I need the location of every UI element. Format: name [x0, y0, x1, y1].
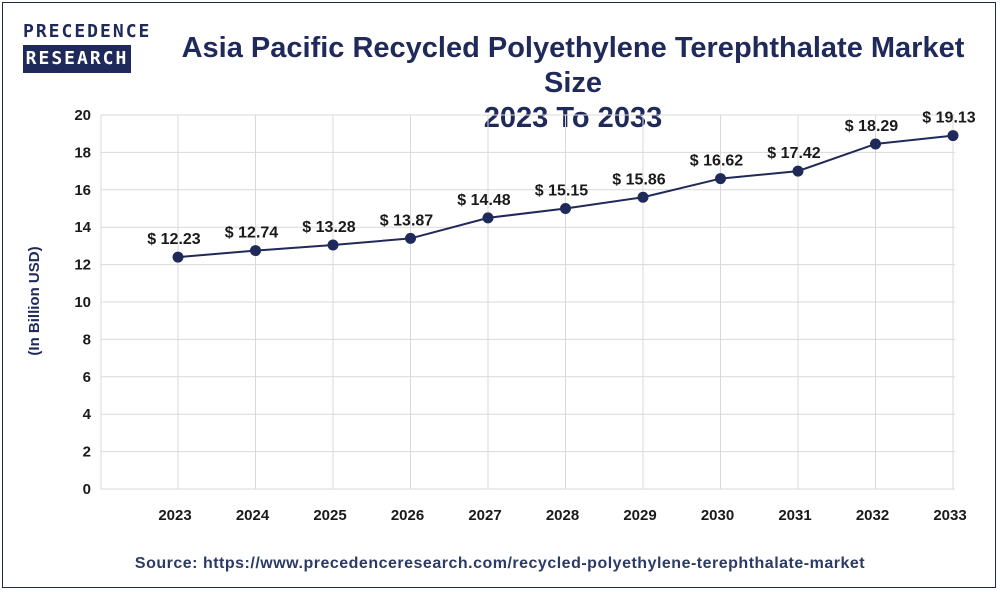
data-label: $ 14.48: [457, 192, 510, 209]
data-label: $ 12.23: [147, 231, 200, 248]
x-tick-label: 2028: [546, 507, 579, 524]
chart-title-line-2: 2023 To 2033: [483, 102, 663, 134]
data-point: [560, 203, 571, 214]
data-label: $ 12.74: [225, 225, 278, 242]
data-label: $ 13.28: [302, 219, 355, 236]
x-tick-label: 2032: [856, 507, 889, 524]
chart-title-line-1: Asia Pacific Recycled Polyethylene Terep…: [181, 32, 965, 99]
data-label: $ 15.15: [535, 183, 588, 200]
y-tick-label: 12: [74, 257, 91, 274]
x-tick-label: 2031: [778, 507, 811, 524]
data-point: [405, 232, 416, 244]
axis-layer: 0 2 4 6 8 10 12 14 16 18 20 2023 2024 2025 2026 2027 202…: [74, 107, 966, 524]
y-tick-label: 14: [74, 219, 91, 236]
data-point: [327, 239, 339, 251]
data-point: [715, 173, 726, 185]
data-label: $ 16.62: [690, 153, 743, 170]
data-label: $ 19.13: [922, 110, 975, 127]
data-point: [172, 251, 184, 263]
y-tick-label: 4: [83, 406, 92, 423]
y-tick-label: 8: [83, 331, 91, 348]
data-label: $ 18.29: [845, 118, 898, 135]
y-axis-label: (In Billion USD): [26, 246, 43, 355]
y-tick-label: 6: [83, 369, 91, 386]
logo-line-1: PRECEDENCE: [23, 19, 149, 45]
source-label: Source:: [134, 555, 198, 572]
y-tick-label: 10: [74, 294, 91, 311]
grid-layer: [100, 114, 955, 490]
x-tick-label: 2025: [313, 507, 346, 524]
data-point: [482, 212, 494, 224]
series-layer: [172, 130, 959, 263]
x-tick-label: 2027: [468, 507, 501, 524]
x-tick-label: 2033: [933, 507, 966, 524]
y-tick-label: 0: [83, 481, 91, 498]
label-layer: $ 12.23 $ 12.74 $ 13.28 $ 13.87 $ 14.48 $ 15.…: [147, 110, 975, 249]
y-tick-label: 2: [83, 444, 91, 461]
data-label: $ 13.87: [380, 212, 433, 229]
data-point: [250, 245, 261, 257]
data-point: [637, 191, 649, 203]
source-note: Source: https://www.precedenceresearch.c…: [3, 555, 997, 573]
x-tick-label: 2030: [701, 507, 734, 524]
y-tick-label: 20: [74, 107, 91, 124]
precedence-research-logo: PRECEDENCE RESEARCH: [23, 19, 149, 73]
data-point: [870, 138, 881, 150]
y-tick-label: 16: [74, 182, 91, 199]
data-point: [792, 165, 804, 177]
data-label: $ 15.86: [612, 171, 665, 188]
x-tick-label: 2026: [391, 507, 424, 524]
source-url[interactable]: https://www.precedenceresearch.com/recyc…: [202, 555, 866, 572]
x-tick-label: 2024: [236, 507, 270, 524]
x-tick-label: 2023: [158, 507, 191, 524]
data-label: $ 17.42: [767, 145, 820, 162]
data-point: [947, 130, 959, 142]
y-tick-label: 18: [74, 144, 91, 161]
line-chart: 0 2 4 6 8 10 12 14 16 18 20 2023 2024 2025 2026 2027 202…: [26, 107, 976, 524]
logo-line-2: RESEARCH: [23, 45, 131, 73]
chart-title: Asia Pacific Recycled Polyethylene Terep…: [153, 31, 993, 136]
x-tick-label: 2029: [623, 507, 656, 524]
